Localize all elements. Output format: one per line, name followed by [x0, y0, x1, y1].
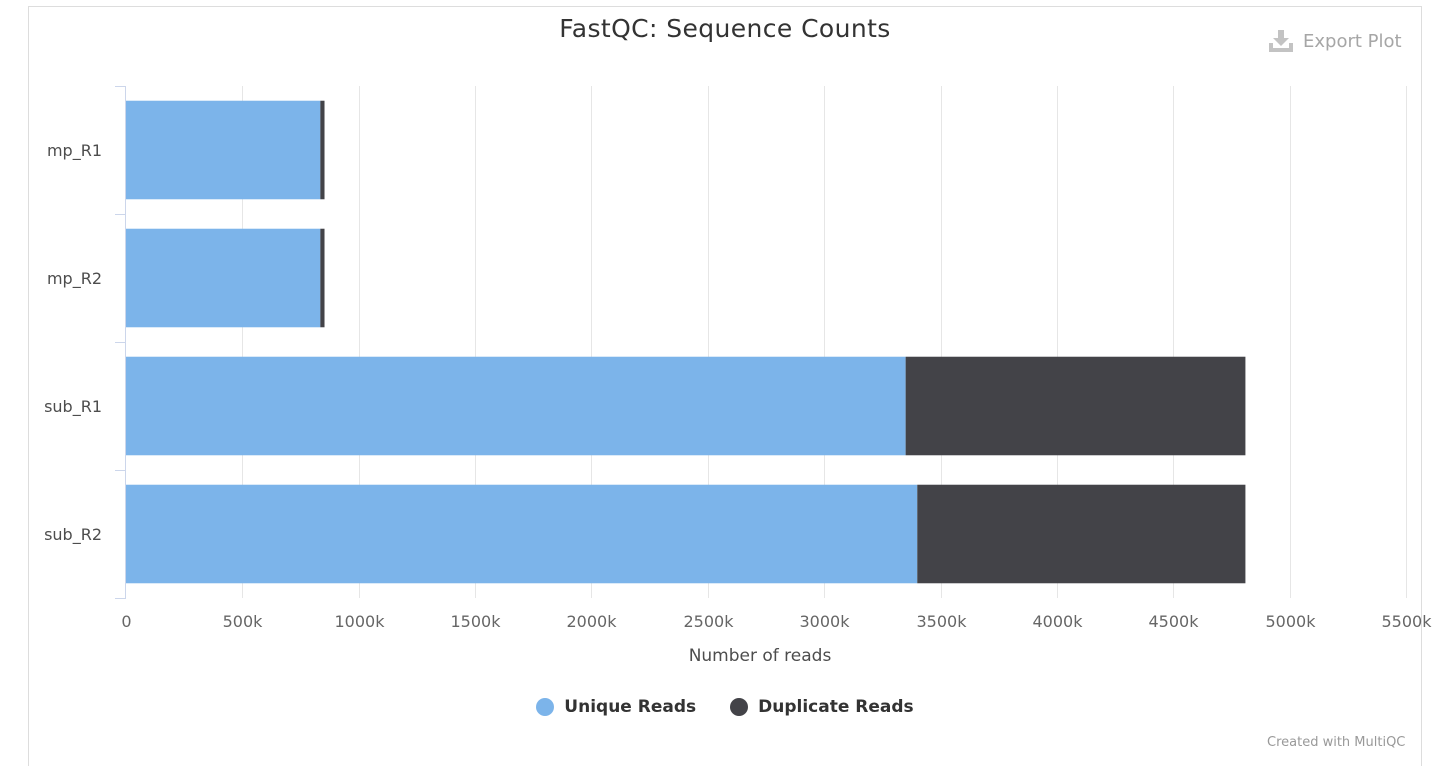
x-tick-label: 500k — [223, 612, 264, 631]
legend-marker-unique — [536, 698, 555, 716]
x-tick-label: 5000k — [1266, 612, 1317, 631]
bar-chart: 0 500k 1000k 1500k 2000k 2500k 3000k 3500k 4000k… — [44, 86, 1432, 666]
bar-duplicate-reads[interactable] — [905, 356, 1246, 456]
legend-item-unique-reads[interactable]: Unique Reads — [536, 697, 696, 717]
bar-unique-reads[interactable] — [126, 356, 906, 456]
axes — [115, 86, 126, 599]
legend-marker-duplicate — [730, 698, 749, 716]
bar-duplicate-reads[interactable] — [917, 484, 1246, 584]
x-tick-label: 1000k — [335, 612, 386, 631]
x-tick-label: 0 — [121, 612, 131, 631]
export-plot-button[interactable]: Export Plot — [1268, 27, 1402, 55]
credit-text: Created with MultiQC — [1267, 735, 1406, 750]
bar-unique-reads[interactable] — [126, 484, 918, 584]
chart-title: FastQC: Sequence Counts — [559, 14, 891, 43]
x-tick-label: 4500k — [1149, 612, 1200, 631]
bar-duplicate-reads[interactable] — [320, 100, 325, 200]
legend-item-duplicate-reads[interactable]: Duplicate Reads — [730, 697, 914, 717]
x-tick-label: 3000k — [800, 612, 851, 631]
x-tick-label: 1500k — [451, 612, 502, 631]
x-tick-label: 5500k — [1382, 612, 1433, 631]
axis-labels: 0 500k 1000k 1500k 2000k 2500k 3000k 3500k 4000k… — [44, 141, 1432, 631]
legend-label-duplicate: Duplicate Reads — [758, 697, 914, 717]
category-label: mp_R1 — [47, 141, 102, 161]
export-plot-label: Export Plot — [1303, 30, 1402, 52]
bar-unique-reads[interactable] — [126, 100, 321, 200]
x-axis-title: Number of reads — [689, 646, 832, 666]
bars — [126, 100, 1246, 584]
x-tick-label: 3500k — [917, 612, 968, 631]
x-tick-label: 4000k — [1033, 612, 1084, 631]
bar-unique-reads[interactable] — [126, 228, 321, 328]
x-tick-label: 2500k — [684, 612, 735, 631]
legend-label-unique: Unique Reads — [564, 697, 697, 717]
download-icon — [1268, 29, 1294, 53]
x-tick-label: 2000k — [567, 612, 618, 631]
category-label: sub_R1 — [44, 397, 102, 417]
category-label: sub_R2 — [44, 525, 102, 545]
bar-duplicate-reads[interactable] — [320, 228, 325, 328]
category-label: mp_R2 — [47, 269, 102, 289]
legend: Unique Reads Duplicate Reads — [0, 697, 1438, 717]
